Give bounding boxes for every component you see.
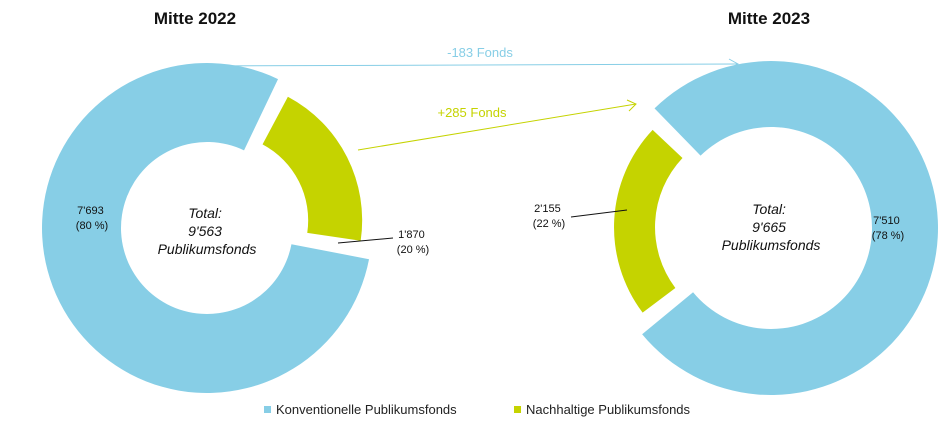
value-label-konventionelle-2022: 7'693 (80 %) (76, 205, 108, 232)
conventional-change-arrow-line (199, 63, 739, 67)
donut-mitte-2022: Total: 9'563 Publikumsfonds 7'693 (80 %)… (42, 63, 429, 394)
period-title-2023: Mitte 2023 (728, 9, 810, 28)
sustainable-change-arrow-line (357, 103, 637, 151)
change-arrows: -183 Fonds +285 Fonds (199, 45, 740, 151)
sustainable-change-arrowhead (626, 99, 637, 112)
legend-swatch-konventionelle (264, 406, 271, 413)
legend-label-nachhaltige: Nachhaltige Publikumsfonds (526, 402, 691, 417)
legend-item-nachhaltige: Nachhaltige Publikumsfonds (514, 402, 691, 417)
period-title-2022: Mitte 2022 (154, 9, 236, 28)
legend-label-konventionelle: Konventionelle Publikumsfonds (276, 402, 457, 417)
total-label-2022: Total: 9'563 Publikumsfonds (158, 205, 257, 257)
legend-item-konventionelle: Konventionelle Publikumsfonds (264, 402, 457, 417)
slice-nachhaltige-2023 (614, 129, 683, 313)
slice-nachhaltige-2022 (262, 96, 363, 241)
legend: Konventionelle Publikumsfonds Nachhaltig… (264, 402, 691, 417)
slice-konventionelle-2022 (42, 63, 370, 394)
conventional-change-label: -183 Fonds (447, 45, 513, 60)
value-label-konventionelle-2023: 7'510 (78 %) (872, 215, 904, 242)
leader-line-nachhaltige-2023 (570, 209, 628, 218)
legend-swatch-nachhaltige (514, 406, 521, 413)
donut-mitte-2023: Total: 9'665 Publikumsfonds 7'510 (78 %)… (533, 61, 938, 396)
slice-konventionelle-2023 (642, 61, 938, 396)
value-label-nachhaltige-2023: 2'155 (22 %) (533, 203, 565, 230)
leader-line-nachhaltige-2022 (337, 237, 394, 244)
sustainable-change-label: +285 Fonds (437, 105, 507, 120)
value-label-nachhaltige-2022: 1'870 (20 %) (397, 229, 429, 256)
total-label-2023: Total: 9'665 Publikumsfonds (722, 201, 821, 253)
